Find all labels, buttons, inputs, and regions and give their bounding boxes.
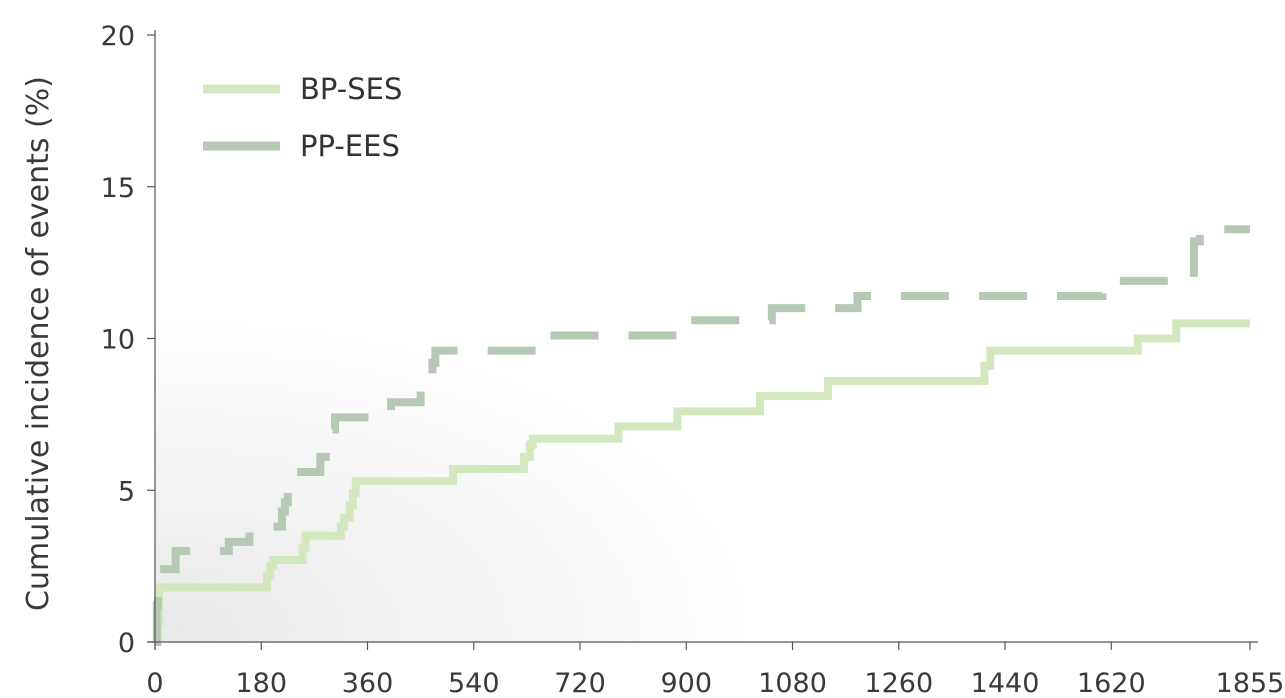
x-tick-label: 1620 <box>1077 668 1146 698</box>
y-tick-label: 20 <box>101 21 135 52</box>
x-tick-label: 1440 <box>971 668 1040 698</box>
legend-label-pp-ees: PP-EES <box>300 129 400 163</box>
x-tick-label: 180 <box>235 668 287 698</box>
x-tick-label: 0 <box>146 668 163 698</box>
series-layer <box>152 225 1250 646</box>
y-tick-label: 5 <box>118 476 135 507</box>
x-tick-label: 540 <box>448 668 500 698</box>
axes-layer: 0 5 10 15 20 0 180 360 540 720 900 1080 1260 1440 1620… <box>101 21 1285 698</box>
x-tick-label: 720 <box>554 668 606 698</box>
series-line-pp-ees <box>152 225 1250 646</box>
x-tick-label: 1080 <box>758 668 827 698</box>
legend: BP-SES PP-EES <box>203 72 402 163</box>
x-tick-label: 360 <box>342 668 394 698</box>
x-tick-label: 900 <box>660 668 712 698</box>
legend-label-bp-ses: BP-SES <box>300 72 402 106</box>
x-tick-label: 1260 <box>864 668 933 698</box>
y-tick-label: 15 <box>101 173 135 204</box>
y-tick-label: 10 <box>101 325 135 356</box>
y-tick-label: 0 <box>118 628 135 659</box>
series-line-bp-ses <box>153 319 1250 646</box>
y-axis-title: Cumulative incidence of events (%) <box>21 76 56 611</box>
plot-background <box>155 35 1275 642</box>
x-tick-label: 1855 <box>1216 668 1285 698</box>
